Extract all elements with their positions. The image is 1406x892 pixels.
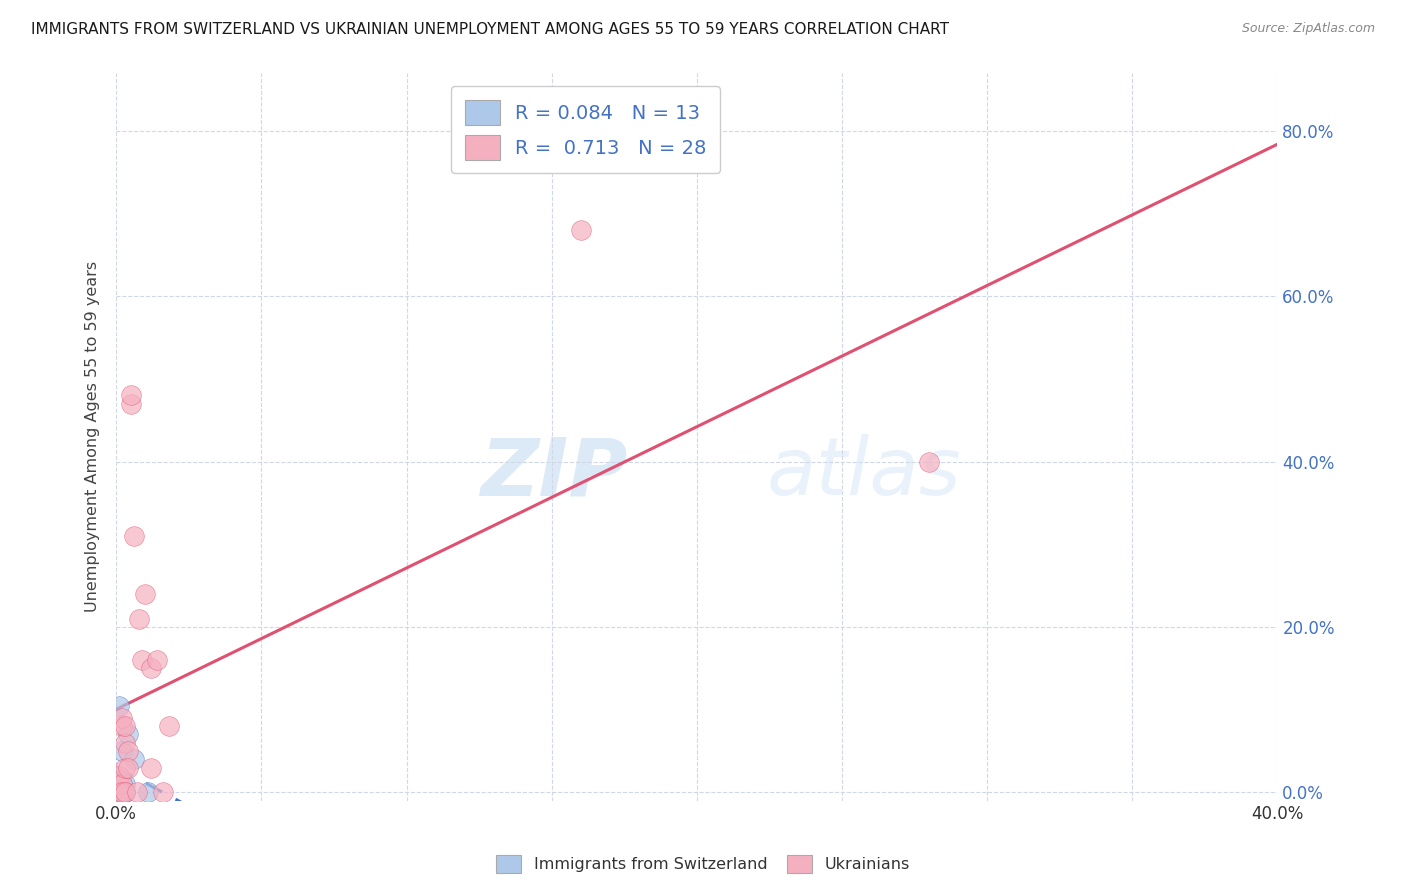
Point xyxy=(111,785,134,799)
Point xyxy=(108,785,131,799)
Point xyxy=(120,388,142,402)
Point xyxy=(134,587,156,601)
Point xyxy=(114,777,136,791)
Point xyxy=(117,760,139,774)
Point xyxy=(108,769,131,783)
Point xyxy=(139,760,162,774)
Point xyxy=(108,785,131,799)
Point xyxy=(125,785,148,799)
Point xyxy=(114,760,136,774)
Point xyxy=(114,785,136,799)
Point xyxy=(131,653,153,667)
Point xyxy=(136,785,159,799)
Point xyxy=(122,529,145,543)
Point xyxy=(152,785,174,799)
Point xyxy=(918,454,941,468)
Point xyxy=(114,785,136,799)
Point xyxy=(108,698,131,713)
Point xyxy=(111,785,134,799)
Point xyxy=(128,612,150,626)
Point xyxy=(114,785,136,799)
Legend: Immigrants from Switzerland, Ukrainians: Immigrants from Switzerland, Ukrainians xyxy=(489,848,917,880)
Point xyxy=(108,769,131,783)
Point xyxy=(111,719,134,733)
Legend: R = 0.084   N = 13, R =  0.713   N = 28: R = 0.084 N = 13, R = 0.713 N = 28 xyxy=(451,87,720,173)
Point xyxy=(117,744,139,758)
Text: Source: ZipAtlas.com: Source: ZipAtlas.com xyxy=(1241,22,1375,36)
Point xyxy=(114,719,136,733)
Point xyxy=(120,397,142,411)
Point xyxy=(569,223,592,237)
Point xyxy=(111,711,134,725)
Text: ZIP: ZIP xyxy=(479,434,627,512)
Point xyxy=(122,752,145,766)
Point xyxy=(111,777,134,791)
Point xyxy=(111,777,134,791)
Point xyxy=(108,777,131,791)
Point xyxy=(111,744,134,758)
Point xyxy=(110,777,132,791)
Text: atlas: atlas xyxy=(766,434,962,512)
Point xyxy=(139,661,162,675)
Point xyxy=(146,653,169,667)
Point xyxy=(114,736,136,750)
Point xyxy=(157,719,180,733)
Text: IMMIGRANTS FROM SWITZERLAND VS UKRAINIAN UNEMPLOYMENT AMONG AGES 55 TO 59 YEARS : IMMIGRANTS FROM SWITZERLAND VS UKRAINIAN… xyxy=(31,22,949,37)
Point xyxy=(117,727,139,741)
Point xyxy=(108,785,131,799)
Y-axis label: Unemployment Among Ages 55 to 59 years: Unemployment Among Ages 55 to 59 years xyxy=(86,261,100,613)
